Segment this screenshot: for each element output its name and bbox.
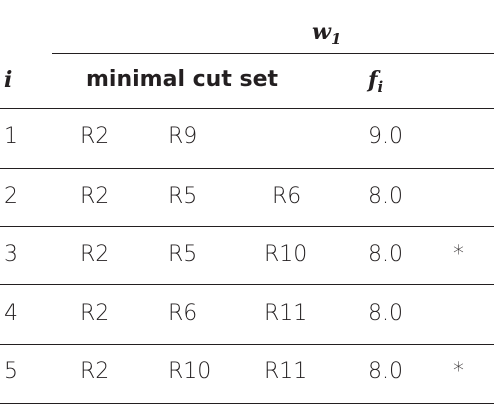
f-value: 8.0 [368, 242, 403, 267]
row-rule [0, 168, 494, 169]
f-header: fi [368, 66, 383, 101]
cut-element: R5 [168, 242, 198, 267]
weight-header: w1 [312, 18, 341, 53]
index-header: i [4, 67, 13, 93]
row-mark: * [453, 359, 464, 384]
weight-rule [52, 53, 494, 54]
cut-element: R10 [264, 242, 308, 267]
cut-element: R11 [264, 359, 308, 384]
cut-element: R2 [80, 359, 110, 384]
cut-element: R6 [272, 184, 302, 209]
row-index: 3 [4, 242, 18, 267]
cut-element: R2 [80, 184, 110, 209]
cut-element: R6 [168, 301, 198, 326]
f-subscript: i [377, 78, 384, 96]
header-rule [0, 108, 494, 109]
cut-element: R9 [168, 124, 198, 149]
weight-subscript: 1 [330, 30, 342, 48]
row-rule [0, 226, 494, 227]
weight-label: w [312, 19, 331, 45]
cut-element: R5 [168, 184, 198, 209]
cut-element: R10 [168, 359, 212, 384]
cut-element: R2 [80, 242, 110, 267]
cut-element: R2 [80, 124, 110, 149]
cut-element: R11 [264, 301, 308, 326]
f-label: f [368, 67, 378, 93]
row-mark: * [453, 242, 464, 267]
row-index: 2 [4, 184, 18, 209]
f-value: 9.0 [368, 124, 403, 149]
cutset-header: minimal cut set [86, 67, 279, 92]
row-rule [0, 344, 494, 345]
row-rule [0, 284, 494, 285]
row-index: 5 [4, 359, 18, 384]
f-value: 8.0 [368, 359, 403, 384]
cut-element: R2 [80, 301, 110, 326]
row-index: 4 [4, 301, 18, 326]
f-value: 8.0 [368, 184, 403, 209]
bottom-rule [0, 403, 494, 404]
row-index: 1 [4, 124, 18, 149]
f-value: 8.0 [368, 301, 403, 326]
